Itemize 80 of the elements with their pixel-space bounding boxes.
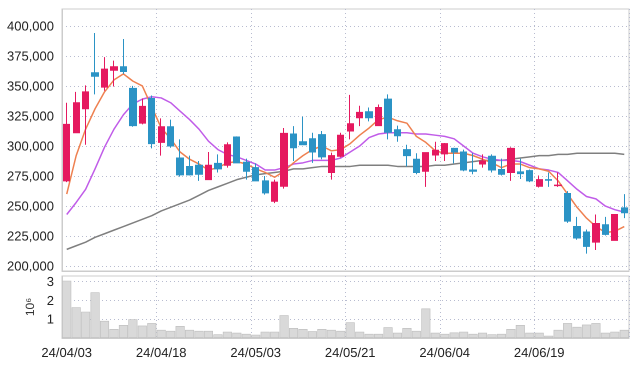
candlestick	[290, 126, 297, 162]
candlestick	[120, 38, 127, 74]
candlestick	[299, 116, 307, 146]
x-tick-label: 24/05/03	[230, 345, 282, 360]
y-tick-label: 350,000	[7, 78, 54, 94]
candlestick	[621, 194, 628, 219]
y-tick-label: 225,000	[7, 228, 54, 244]
candlestick	[365, 107, 373, 122]
y-tick-label: 250,000	[7, 198, 54, 214]
candlestick	[186, 155, 193, 176]
candlestick	[451, 147, 458, 164]
y-tick-label: 400,000	[7, 18, 54, 34]
x-tick-label: 24/04/03	[41, 345, 92, 360]
x-tick-label: 24/04/18	[136, 345, 187, 360]
candlestick	[545, 172, 552, 188]
y-tick-label: 375,000	[7, 48, 54, 64]
candlestick	[611, 214, 618, 241]
candlestick	[441, 142, 448, 162]
candlestick	[148, 95, 155, 149]
candlestick	[158, 118, 165, 156]
line-series	[66, 152, 626, 250]
candlestick	[526, 168, 533, 183]
candlestick	[110, 60, 118, 88]
candlestick	[337, 132, 344, 158]
candlestick	[356, 105, 363, 127]
candlestick	[224, 142, 231, 168]
candlestick	[262, 176, 269, 196]
y-axis-title: 10⁶	[22, 298, 37, 316]
x-tick-label: 24/06/04	[419, 345, 470, 360]
candlestick	[583, 229, 590, 254]
y-tick-label: 3	[46, 274, 54, 290]
candlestick	[573, 216, 581, 240]
candlestick	[517, 158, 524, 180]
candlestick	[167, 119, 174, 148]
candlestick	[479, 154, 486, 168]
candlestick	[460, 149, 467, 172]
candlestick	[214, 154, 222, 173]
candlestick	[403, 144, 411, 167]
candlestick	[271, 179, 278, 204]
y-tick-label: 1	[46, 312, 54, 327]
y-tick-label: 325,000	[7, 108, 54, 124]
candlestick	[139, 98, 146, 125]
candlestick	[347, 94, 354, 140]
candlestick	[82, 84, 89, 146]
candlestick	[328, 152, 335, 180]
x-tick-label: 24/05/21	[324, 345, 376, 360]
candlestick	[394, 125, 401, 142]
candlestick	[63, 102, 70, 183]
x-tick-label: 24/06/19	[514, 345, 565, 360]
candlestick	[205, 152, 212, 180]
candlestick	[176, 138, 184, 178]
candlestick	[488, 154, 496, 173]
candlestick	[564, 190, 571, 224]
candlestick	[592, 214, 600, 250]
candlestick	[602, 216, 609, 236]
candlestick	[309, 132, 316, 164]
y-tick-label: 200,000	[7, 258, 54, 274]
y-tick-label: 2	[46, 292, 54, 308]
candlestick	[554, 172, 562, 188]
candlestick	[101, 56, 108, 92]
candlestick	[422, 152, 429, 188]
candlestick	[536, 174, 543, 188]
candlestick	[432, 141, 439, 162]
candlestick	[195, 160, 203, 182]
candlestick	[91, 32, 99, 95]
candlestick	[243, 158, 250, 180]
candlestick	[507, 146, 515, 182]
candlestick	[318, 130, 326, 160]
candlestick	[280, 127, 288, 190]
candlestick	[252, 162, 259, 182]
candlestick	[469, 152, 477, 175]
y-tick-label: 300,000	[7, 138, 54, 154]
y-tick-label: 275,000	[7, 168, 54, 184]
candlestick	[413, 152, 420, 175]
candlestick	[129, 85, 137, 128]
candlestick	[375, 104, 382, 127]
candlestick	[233, 136, 240, 164]
candlestick	[498, 158, 505, 176]
candlestick	[384, 94, 392, 140]
candlestick	[73, 91, 80, 134]
